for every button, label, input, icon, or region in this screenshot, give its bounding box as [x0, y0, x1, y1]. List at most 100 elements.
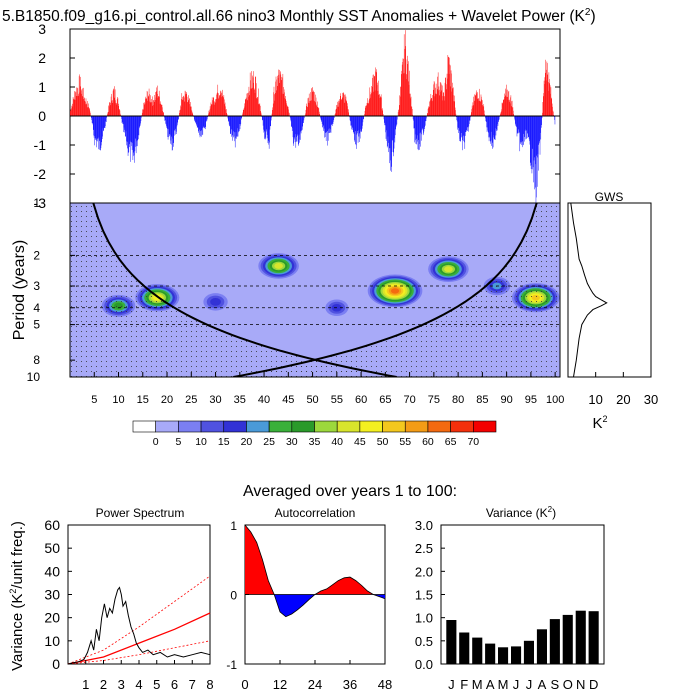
- colorbar-swatch: [155, 420, 179, 433]
- seasonal-variance-x-tick-label: A: [538, 677, 547, 692]
- seasonal-variance-x-tick-label: O: [563, 677, 573, 692]
- wavelet-x-tick-label: 45: [282, 394, 294, 406]
- gws-x-tick-label: 20: [616, 392, 630, 407]
- colorbar: 0 5 10 15 20 25 30 35 40 45 50 55 60 65 70: [132, 420, 497, 448]
- wavelet-x-tick-label: 60: [355, 394, 367, 406]
- wavelet-x-tick-label: 20: [161, 394, 173, 406]
- sst-y-tick-label: 0: [38, 108, 46, 124]
- seasonal-variance-x-tick-label: D: [589, 677, 598, 692]
- power-spectrum-x-tick-label: 4: [135, 677, 142, 692]
- wavelet-contour: [444, 266, 453, 273]
- gws-x-tick-label: 30: [644, 392, 658, 407]
- colorbar-label: 30: [286, 436, 298, 448]
- wavelet-x-tick-label: 30: [209, 394, 221, 406]
- colorbar-label: 40: [331, 436, 343, 448]
- colorbar-label: 60: [422, 436, 434, 448]
- wavelet-x-tick-label: 70: [403, 394, 415, 406]
- colorbar-label: 25: [263, 436, 275, 448]
- power-spectrum-y-tick-label: 30: [44, 587, 60, 603]
- seasonal-variance-y-tick-label: 1.0: [415, 611, 433, 626]
- sst-timeseries-panel: -3 -2 -1 0 1 2 3: [34, 21, 561, 211]
- autocorrelation-y-ticks: -1 0 1: [226, 519, 249, 672]
- seasonal-variance-bar: [459, 632, 470, 664]
- colorbar-swatch: [314, 420, 338, 433]
- wavelet-y-tick-label: 10: [27, 370, 41, 384]
- wavelet-y-tick-label: 3: [33, 279, 40, 293]
- colorbar-swatch: [336, 420, 361, 433]
- colorbar-swatch: [450, 420, 474, 433]
- wavelet-x-tick-label: 5: [91, 394, 97, 406]
- gws-panel: GWS 10 20 30 K2: [567, 190, 658, 432]
- autocorrelation-x-tick-label: 48: [378, 677, 392, 692]
- seasonal-variance-bar: [549, 619, 560, 664]
- power-spectrum-y-tick-label: 20: [44, 610, 60, 626]
- seasonal-variance-x-tick-label: J: [513, 677, 520, 692]
- red-noise-line: [67, 612, 211, 665]
- seasonal-variance-x-tick-label: J: [526, 677, 533, 692]
- seasonal-variance-y-ticks: 0.0 0.5 1.0 1.5 2.0 2.5 3.0: [415, 518, 445, 672]
- gws-x-tick-label: 10: [588, 392, 602, 407]
- autocorrelation-x-tick-label: 36: [343, 677, 357, 692]
- seasonal-variance-x-tick-label: M: [472, 677, 483, 692]
- seasonal-variance-x-tick-label: M: [498, 677, 509, 692]
- colorbar-swatch: [427, 420, 451, 433]
- wavelet-x-tick-label: 65: [379, 394, 391, 406]
- wavelet-x-tick-label: 90: [501, 394, 513, 406]
- colorbar-swatch: [382, 420, 406, 433]
- gws-x-label: K2: [592, 414, 607, 432]
- power-spectrum-x-tick-label: 1: [82, 677, 89, 692]
- wavelet-contour: [210, 297, 221, 306]
- autocorrelation-y-tick-label: 1: [230, 519, 237, 533]
- seasonal-variance-bar: [562, 614, 573, 664]
- seasonal-variance-y-tick-label: 1.5: [415, 588, 433, 603]
- seasonal-variance-bars: [446, 610, 599, 665]
- colorbar-label: 10: [195, 436, 207, 448]
- sst-bars: [70, 30, 556, 208]
- autocorrelation-y-tick-label: 0: [230, 589, 237, 603]
- power-spectrum-y-tick-label: 0: [52, 656, 60, 672]
- gws-x-ticks: 10 20 30: [588, 372, 658, 407]
- power-spectrum-title: Power Spectrum: [96, 506, 185, 520]
- autocorrelation-curve: [244, 524, 386, 618]
- autocorrelation-x-tick-label: 24: [308, 677, 322, 692]
- wavelet-y-tick-label: 2: [33, 248, 40, 262]
- colorbar-label: 45: [354, 436, 366, 448]
- wavelet-y-tick-label: 8: [33, 353, 40, 367]
- seasonal-variance-bar: [511, 646, 522, 664]
- autocorrelation-title: Autocorrelation: [275, 506, 356, 520]
- sst-y-tick-label: 3: [38, 21, 46, 37]
- wavelet-x-tick-label: 35: [234, 394, 246, 406]
- power-spectrum-y-tick-label: 40: [44, 563, 60, 579]
- gws-title: GWS: [595, 190, 624, 204]
- seasonal-variance-x-tick-label: N: [576, 677, 585, 692]
- wavelet-x-tick-label: 95: [525, 394, 537, 406]
- colorbar-label: 5: [175, 436, 181, 448]
- power-spectrum-y-tick-label: 60: [44, 517, 60, 533]
- wavelet-y-tick-label: 4: [33, 301, 40, 315]
- autocorrelation-negative-area: [245, 594, 385, 617]
- confidence-upper-line: [67, 575, 211, 665]
- seasonal-variance-bar: [523, 640, 534, 664]
- wavelet-x-tick-label: 40: [258, 394, 270, 406]
- power-spectrum-x-tick-label: 7: [189, 677, 196, 692]
- coi-left-curve: [92, 203, 397, 377]
- seasonal-variance-y-tick-label: 0.5: [415, 634, 433, 649]
- seasonal-variance-x-tick-label: F: [460, 677, 468, 692]
- seasonal-variance-y-tick-label: 0.0: [415, 657, 433, 672]
- wavelet-x-tick-label: 75: [428, 394, 440, 406]
- seasonal-variance-x-tick-label: J: [448, 677, 455, 692]
- seasonal-variance-title: Variance (K2): [486, 505, 556, 520]
- colorbar-swatch: [223, 420, 247, 433]
- wavelet-x-tick-label: 15: [137, 394, 149, 406]
- colorbar-swatch: [132, 420, 156, 433]
- power-spectrum-y-ticks: 0 10 20 30 40 50 60: [44, 517, 72, 672]
- seasonal-variance-bar: [588, 611, 599, 664]
- colorbar-swatch: [404, 420, 429, 433]
- sst-y-tick-label: 1: [38, 79, 46, 95]
- sst-y-tick-label: -1: [34, 137, 47, 153]
- colorbar-swatch: [359, 420, 383, 433]
- power-spectrum-y-tick-label: 10: [44, 633, 60, 649]
